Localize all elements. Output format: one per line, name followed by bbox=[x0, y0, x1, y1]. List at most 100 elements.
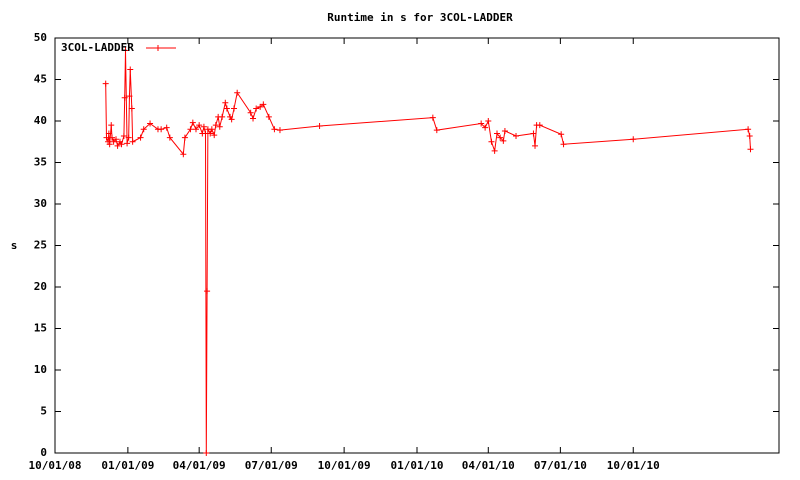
x-tick-label: 07/01/09 bbox=[245, 459, 298, 472]
point bbox=[163, 124, 170, 131]
point bbox=[485, 118, 492, 124]
point bbox=[120, 132, 127, 139]
point bbox=[112, 136, 119, 143]
point bbox=[181, 134, 188, 141]
point bbox=[109, 134, 116, 141]
x-tick-label: 07/01/10 bbox=[534, 459, 587, 472]
point bbox=[491, 147, 498, 154]
y-tick-label: 50 bbox=[34, 31, 47, 44]
point bbox=[189, 119, 196, 126]
point bbox=[746, 132, 753, 139]
point bbox=[276, 127, 283, 134]
point bbox=[501, 127, 508, 134]
point bbox=[257, 103, 264, 110]
point bbox=[106, 141, 113, 148]
point bbox=[212, 122, 219, 129]
chart-title: Runtime in s for 3COL-LADDER bbox=[327, 11, 513, 24]
point bbox=[260, 101, 267, 108]
y-tick-label: 0 bbox=[40, 446, 47, 459]
point bbox=[222, 99, 229, 106]
point bbox=[114, 142, 121, 149]
point bbox=[137, 134, 144, 141]
point bbox=[121, 94, 128, 101]
point bbox=[108, 122, 115, 129]
legend-label: 3COL-LADDER bbox=[61, 41, 134, 54]
y-tick-label: 30 bbox=[34, 197, 47, 210]
y-tick-label: 25 bbox=[34, 239, 47, 252]
y-tick-label: 40 bbox=[34, 114, 47, 127]
point bbox=[558, 131, 565, 138]
x-tick-label: 04/01/09 bbox=[173, 459, 226, 472]
point bbox=[219, 113, 226, 120]
point bbox=[103, 134, 110, 141]
point bbox=[147, 120, 154, 127]
point bbox=[560, 141, 567, 148]
point bbox=[211, 132, 218, 139]
point bbox=[745, 126, 752, 133]
legend-swatch bbox=[146, 45, 176, 51]
point bbox=[250, 115, 257, 122]
point bbox=[140, 126, 147, 133]
y-tick-label: 10 bbox=[34, 363, 47, 376]
point bbox=[429, 114, 436, 121]
point bbox=[532, 142, 539, 149]
point bbox=[125, 134, 132, 141]
x-tick-label: 01/01/10 bbox=[391, 459, 444, 472]
point bbox=[482, 124, 489, 131]
point bbox=[203, 450, 210, 456]
point bbox=[630, 136, 637, 143]
point bbox=[216, 123, 223, 130]
point bbox=[122, 47, 129, 54]
point bbox=[102, 80, 109, 87]
y-tick-label: 35 bbox=[34, 156, 47, 169]
x-tick-label: 10/01/08 bbox=[29, 459, 82, 472]
y-tick-label: 20 bbox=[34, 280, 47, 293]
y-tick-label: 15 bbox=[34, 322, 47, 335]
point bbox=[207, 130, 214, 137]
point bbox=[196, 122, 203, 129]
x-tick-label: 10/01/09 bbox=[318, 459, 371, 472]
point bbox=[747, 146, 754, 153]
point bbox=[433, 127, 440, 134]
point bbox=[316, 122, 323, 129]
point bbox=[166, 134, 173, 141]
x-tick-label: 04/01/10 bbox=[462, 459, 515, 472]
point bbox=[265, 113, 272, 120]
point bbox=[223, 105, 230, 112]
point bbox=[128, 105, 135, 112]
point bbox=[180, 151, 187, 158]
point bbox=[127, 66, 134, 73]
point bbox=[200, 123, 207, 130]
point bbox=[497, 134, 504, 141]
y-axis-label: s bbox=[11, 239, 18, 252]
point bbox=[124, 140, 131, 147]
point bbox=[478, 120, 485, 127]
point bbox=[500, 137, 507, 144]
point bbox=[271, 126, 278, 133]
point bbox=[192, 126, 199, 133]
x-tick-label: 10/01/10 bbox=[607, 459, 660, 472]
point bbox=[204, 288, 211, 295]
point bbox=[158, 126, 165, 133]
point bbox=[129, 138, 136, 145]
point bbox=[488, 138, 495, 145]
point bbox=[187, 126, 194, 133]
point bbox=[530, 130, 537, 137]
y-tick-label: 5 bbox=[40, 405, 47, 418]
point bbox=[118, 141, 125, 148]
x-tick-label: 01/01/09 bbox=[101, 459, 154, 472]
point bbox=[228, 116, 235, 123]
series-line bbox=[105, 50, 751, 454]
point bbox=[126, 93, 133, 100]
point bbox=[105, 130, 112, 137]
point bbox=[253, 105, 260, 112]
point bbox=[231, 105, 238, 112]
point bbox=[208, 126, 215, 133]
y-tick-label: 45 bbox=[34, 73, 47, 86]
point bbox=[536, 122, 543, 129]
point bbox=[513, 132, 520, 139]
plot-frame bbox=[54, 37, 780, 454]
point bbox=[234, 89, 241, 96]
point bbox=[247, 109, 254, 116]
